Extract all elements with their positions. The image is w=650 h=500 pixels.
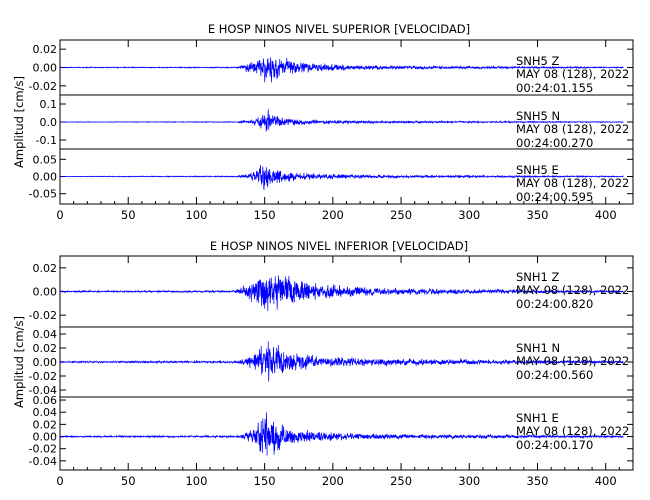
y-tick-label: 0.04 (33, 406, 58, 419)
figure-title-inferior: E HOSP NINOS NIVEL INFERIOR [VELOCIDAD] (210, 239, 468, 253)
date-label: MAY 08 (128), 2022 (516, 354, 629, 368)
seismogram-trace (59, 275, 624, 312)
x-tick-label: 250 (390, 474, 412, 488)
y-tick-label: -0.02 (29, 309, 57, 322)
date-label: MAY 08 (128), 2022 (516, 424, 629, 438)
x-tick-label: 150 (254, 208, 276, 222)
y-tick-label: 0.05 (33, 153, 58, 166)
station-channel-label: SNH1 Z (516, 270, 560, 284)
y-tick-label: 0.02 (33, 43, 58, 56)
station-channel-label: SNH1 E (516, 411, 559, 425)
seismogram-trace (59, 341, 624, 382)
x-tick-label: 0 (56, 474, 63, 488)
time-label: 00:24:01.155 (516, 81, 593, 95)
y-tick-label: 0.02 (33, 262, 58, 275)
date-label: MAY 08 (128), 2022 (516, 122, 629, 136)
y-tick-label: 0.02 (33, 418, 58, 431)
y-tick-label: 0.00 (33, 62, 58, 75)
x-tick-label: 300 (458, 208, 480, 222)
time-label: 00:24:00.595 (516, 190, 593, 204)
x-tick-label: 350 (527, 474, 549, 488)
x-tick-label: 400 (595, 474, 617, 488)
y-axis-label-superior: Amplitud [cm/s] (12, 76, 26, 168)
x-tick-label: 400 (595, 208, 617, 222)
x-tick-label: 100 (185, 474, 207, 488)
station-channel-label: SNH1 N (516, 341, 560, 355)
y-tick-label: 0.02 (33, 342, 58, 355)
x-tick-label: 150 (254, 474, 276, 488)
y-tick-label: 0.00 (33, 356, 58, 369)
seismogram-trace (59, 412, 624, 456)
y-tick-label: -0.04 (29, 455, 57, 468)
x-tick-label: 350 (527, 208, 549, 222)
x-tick-label: 300 (458, 474, 480, 488)
time-label: 00:24:00.560 (516, 368, 593, 382)
x-tick-label: 100 (185, 208, 207, 222)
station-channel-label: SNH5 Z (516, 54, 560, 68)
x-tick-label: 50 (121, 474, 136, 488)
seismogram-trace (59, 109, 624, 132)
y-tick-label: 0.04 (33, 328, 58, 341)
time-label: 00:24:00.270 (516, 136, 593, 150)
time-label: 00:24:00.820 (516, 297, 593, 311)
y-tick-label: -0.04 (29, 384, 57, 397)
y-tick-label: -0.1 (36, 134, 57, 147)
date-label: MAY 08 (128), 2022 (516, 283, 629, 297)
y-tick-label: -0.02 (29, 443, 57, 456)
x-tick-label: 250 (390, 208, 412, 222)
x-tick-label: 200 (322, 208, 344, 222)
y-tick-label: 0.00 (33, 431, 58, 444)
station-channel-label: SNH5 E (516, 163, 559, 177)
seismogram-trace (59, 57, 624, 83)
time-label: 00:24:00.170 (516, 438, 593, 452)
y-tick-label: 0.00 (33, 171, 58, 184)
y-axis-label-inferior: Amplitud [cm/s] (12, 316, 26, 408)
x-tick-label: 0 (56, 208, 63, 222)
seismogram-trace (59, 164, 624, 191)
date-label: MAY 08 (128), 2022 (516, 176, 629, 190)
x-tick-label: 50 (121, 208, 136, 222)
figure-title-superior: E HOSP NINOS NIVEL SUPERIOR [VELOCIDAD] (208, 22, 470, 36)
y-tick-label: -0.02 (29, 370, 57, 383)
date-label: MAY 08 (128), 2022 (516, 67, 629, 81)
y-tick-label: 0.1 (40, 98, 58, 111)
y-tick-label: 0.06 (33, 394, 58, 407)
y-tick-label: 0.0 (40, 116, 58, 129)
y-tick-label: -0.02 (29, 80, 57, 93)
station-channel-label: SNH5 N (516, 109, 560, 123)
y-tick-label: 0.00 (33, 286, 58, 299)
x-tick-label: 200 (322, 474, 344, 488)
y-tick-label: -0.05 (29, 188, 57, 201)
